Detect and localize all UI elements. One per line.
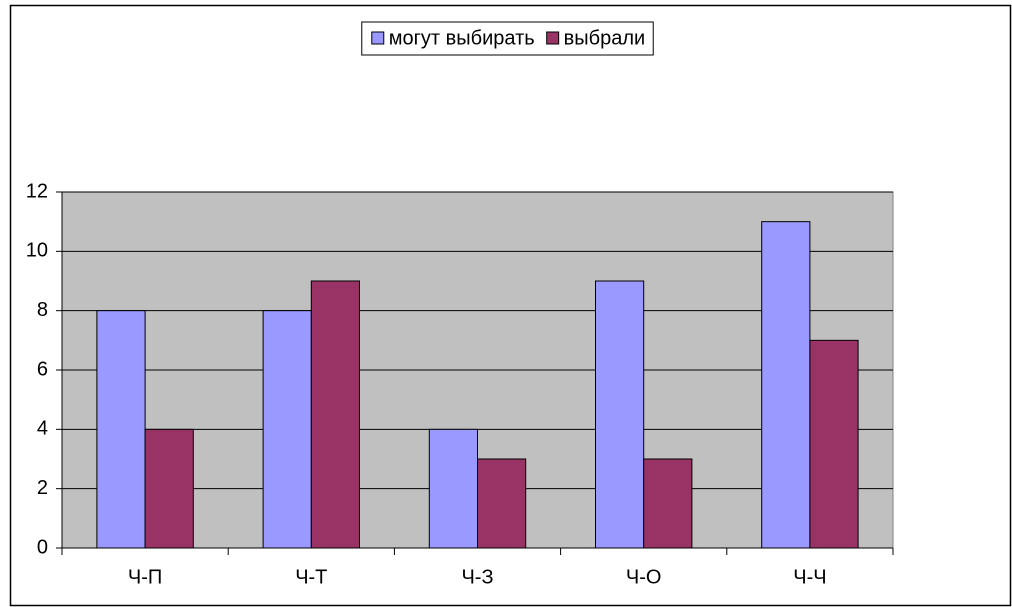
y-tick-label: 4 xyxy=(37,418,48,440)
legend-box xyxy=(361,21,654,56)
y-tick-label: 8 xyxy=(37,299,48,321)
bar xyxy=(310,280,360,549)
y-tick-label: 6 xyxy=(37,358,48,380)
y-tick-label: 2 xyxy=(37,477,48,499)
legend-label: могут выбирать xyxy=(389,27,535,49)
y-tick-label: 10 xyxy=(26,240,48,262)
legend-label: выбрали xyxy=(564,27,646,49)
bar xyxy=(477,458,527,549)
legend-swatch xyxy=(371,31,385,45)
bar xyxy=(595,280,645,549)
bar xyxy=(761,221,811,549)
x-tick-label: Ч-О xyxy=(626,566,662,588)
bar xyxy=(643,458,693,549)
x-tick-label: Ч-П xyxy=(128,566,162,588)
bar xyxy=(144,428,194,549)
x-tick-label: Ч-З xyxy=(461,566,493,588)
legend-swatch xyxy=(546,31,560,45)
x-tick-label: Ч-Т xyxy=(295,566,327,588)
y-tick-label: 12 xyxy=(26,180,48,202)
y-tick-label: 0 xyxy=(37,536,48,558)
bar xyxy=(428,428,478,549)
bar xyxy=(262,310,312,549)
x-tick-label: Ч-Ч xyxy=(793,566,826,588)
bar xyxy=(809,339,859,549)
bar xyxy=(96,310,146,549)
